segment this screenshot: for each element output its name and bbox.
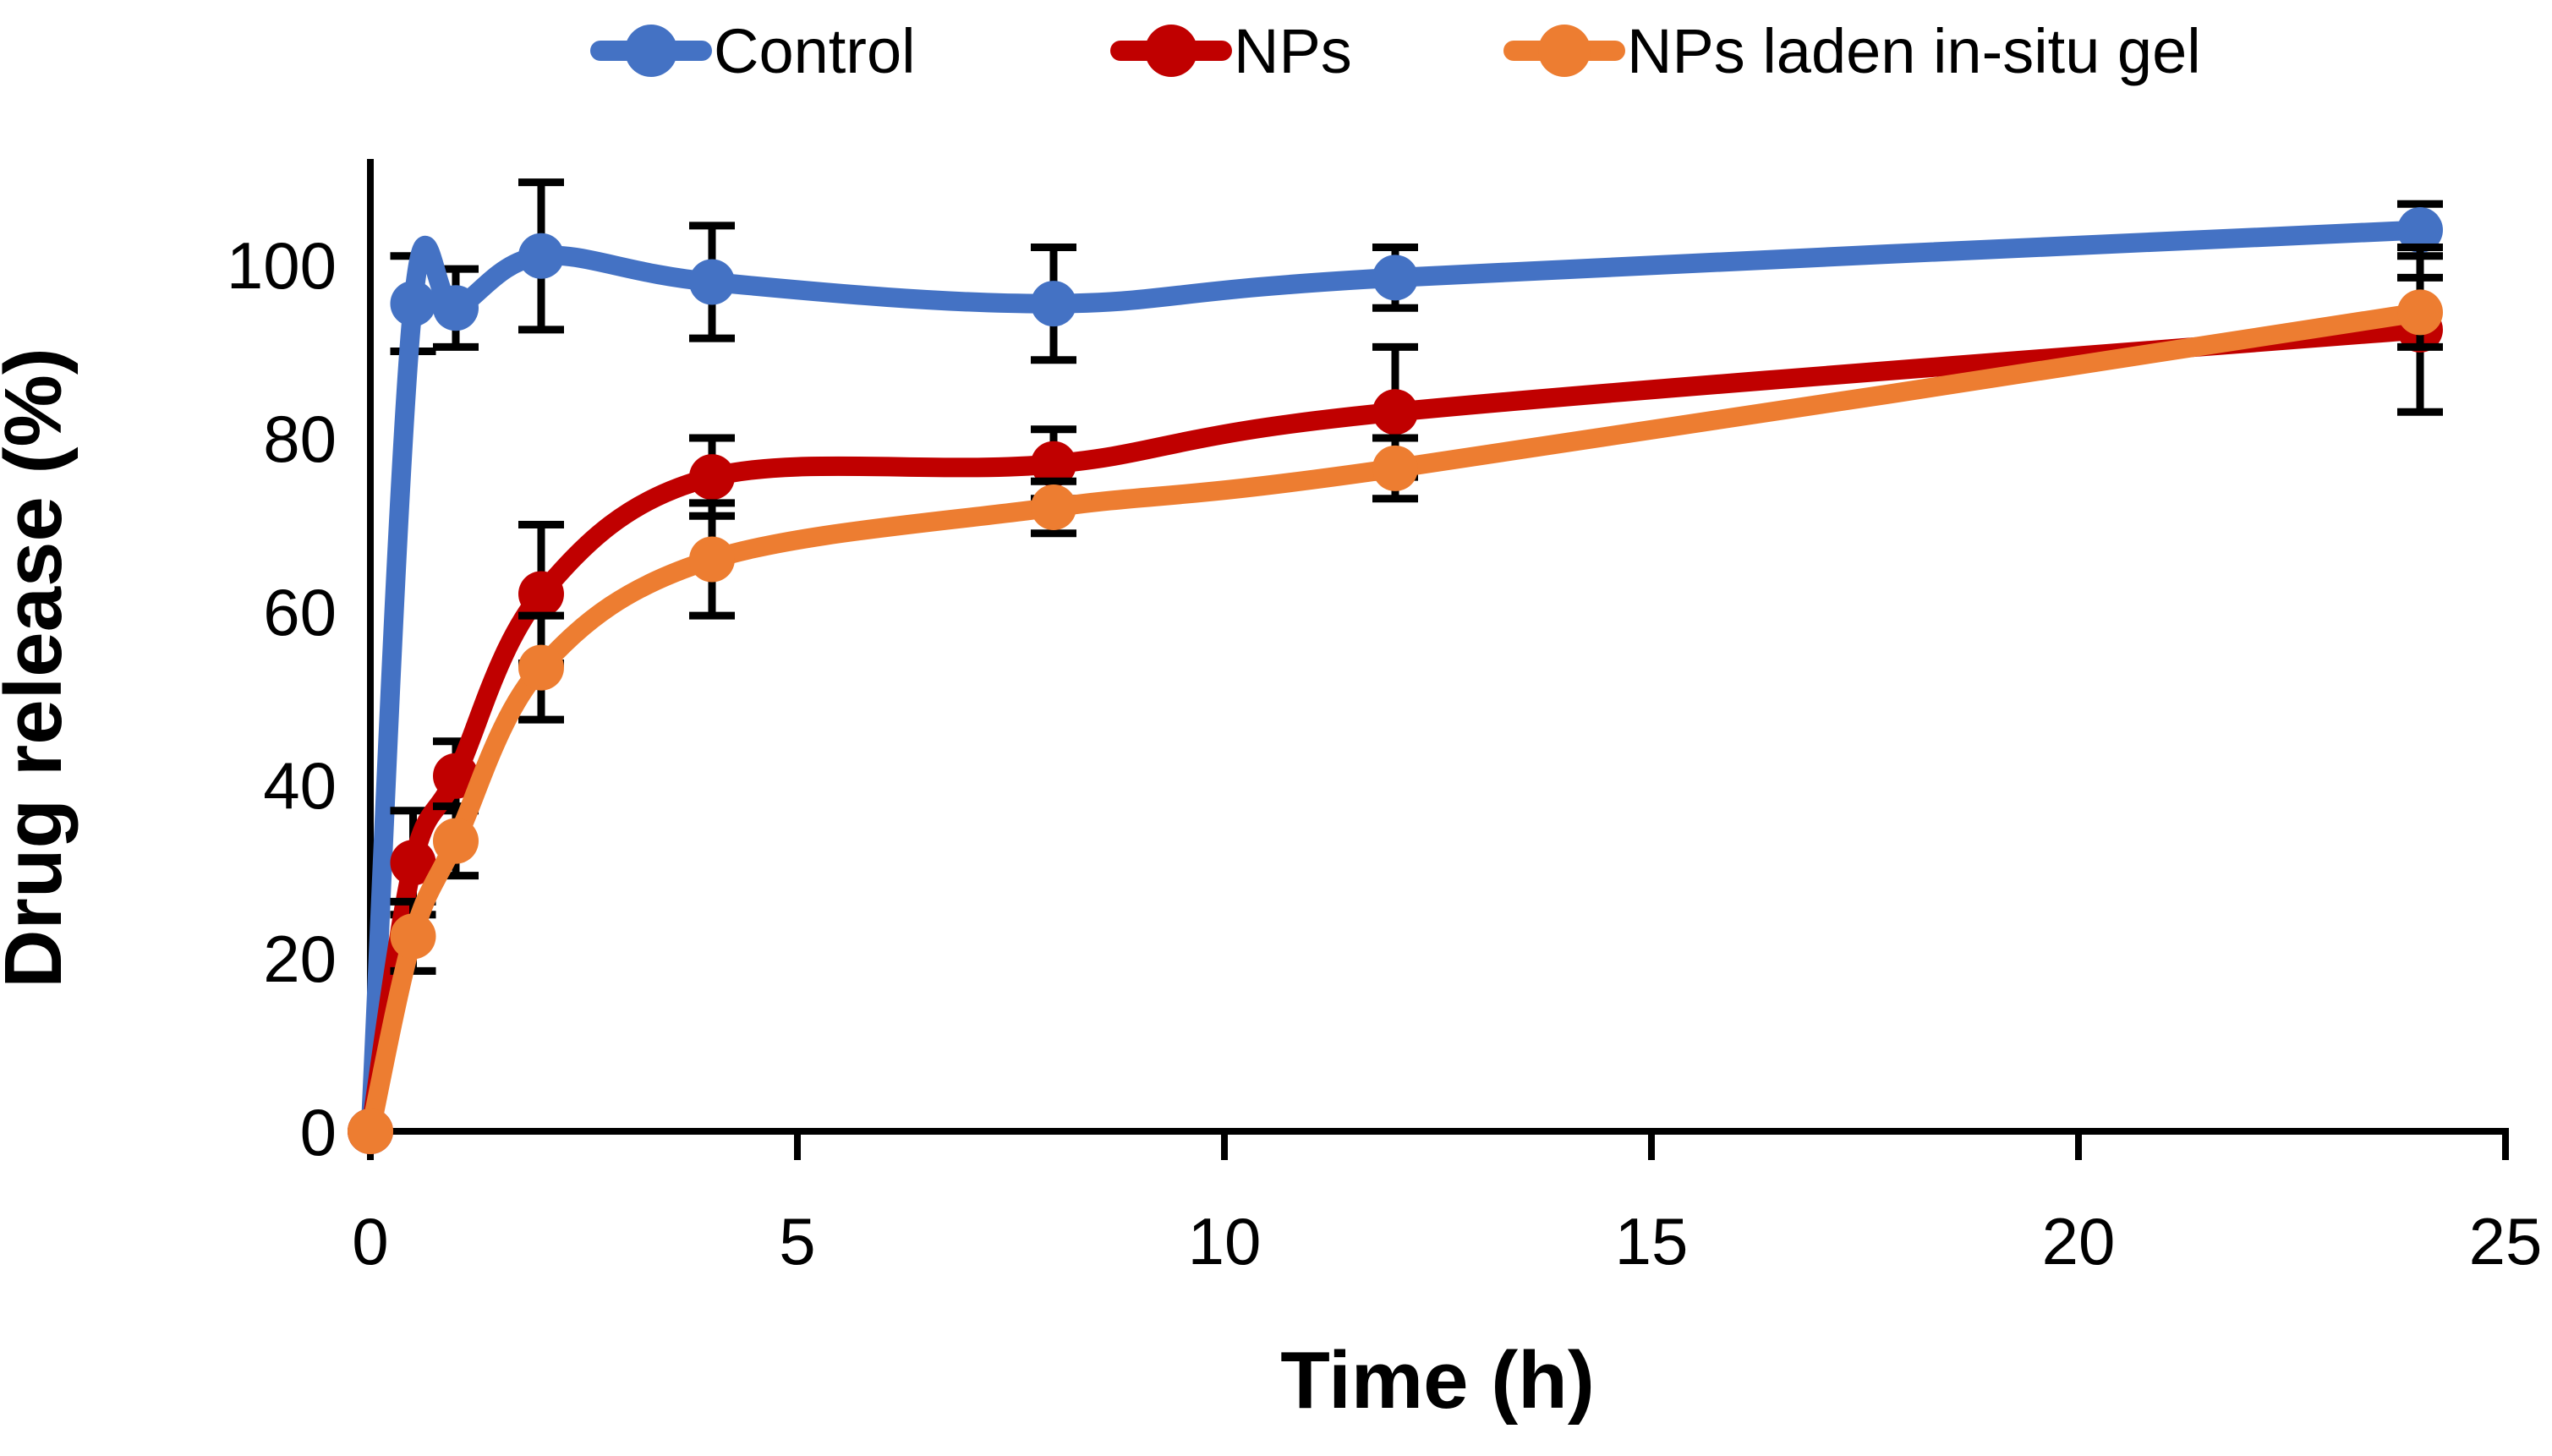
data-point-marker [1372, 255, 1418, 301]
data-point-marker [689, 259, 735, 305]
legend-label: NPs [1234, 16, 1352, 86]
x-axis-title: Time (h) [1280, 1335, 1595, 1426]
data-point-marker [518, 571, 564, 617]
legend-label: NPs laden in-situ gel [1627, 16, 2201, 86]
legend-marker-dot [1538, 25, 1591, 77]
legend-item-nps-laden-in-situ-gel: NPs laden in-situ gel [1503, 16, 2201, 86]
series-nps-laden-in-situ-gel [348, 273, 2443, 1154]
x-tick-label: 25 [2469, 1204, 2543, 1278]
y-tick-label: 100 [227, 228, 337, 303]
x-tick-label: 10 [1188, 1204, 1262, 1278]
plot-area: 0 5 10 15 20 25 0 20 40 60 80 100 [227, 159, 2543, 1278]
series-line [360, 302, 2430, 1141]
y-axis-title: Drug release (%) [0, 348, 79, 988]
data-point-marker [390, 840, 436, 886]
legend-marker-dot [625, 25, 677, 77]
data-point-marker [689, 536, 735, 583]
data-point-marker [390, 913, 436, 960]
legend-item-nps: NPs [1110, 16, 1352, 86]
data-point-marker [2397, 289, 2443, 336]
y-tick-label: 40 [263, 748, 337, 823]
x-tick-label: 20 [2042, 1204, 2116, 1278]
series-control [348, 178, 2443, 1154]
series-line [360, 320, 2430, 1141]
legend-item-control: Control [590, 16, 916, 86]
data-point-marker [1372, 445, 1418, 491]
data-point-marker [348, 1108, 393, 1154]
data-point-marker [1031, 484, 1076, 530]
data-point-marker [1031, 441, 1076, 487]
data-point-marker [1372, 389, 1418, 435]
data-point-marker [518, 644, 564, 691]
x-tick-label: 15 [1615, 1204, 1689, 1278]
error-bars-nps-laden-in-situ-gel [390, 273, 2443, 975]
legend: Control NPs NPs laden in-situ gel [590, 16, 2201, 86]
y-tick-label: 20 [263, 922, 337, 996]
legend-label: Control [714, 16, 916, 86]
data-point-marker [2397, 207, 2443, 253]
data-point-marker [1031, 281, 1076, 327]
data-point-marker [433, 285, 479, 331]
y-tick-label: 60 [263, 575, 337, 649]
series-nps [348, 244, 2443, 1154]
data-point-marker [518, 233, 564, 279]
data-point-marker [390, 281, 436, 327]
y-tick-label: 80 [263, 402, 337, 476]
x-tick-label: 5 [779, 1204, 815, 1278]
legend-marker-dot [1145, 25, 1197, 77]
data-point-marker [689, 454, 735, 501]
x-tick-label: 0 [352, 1204, 388, 1278]
data-point-marker [433, 818, 479, 864]
y-tick-label: 0 [300, 1095, 337, 1169]
